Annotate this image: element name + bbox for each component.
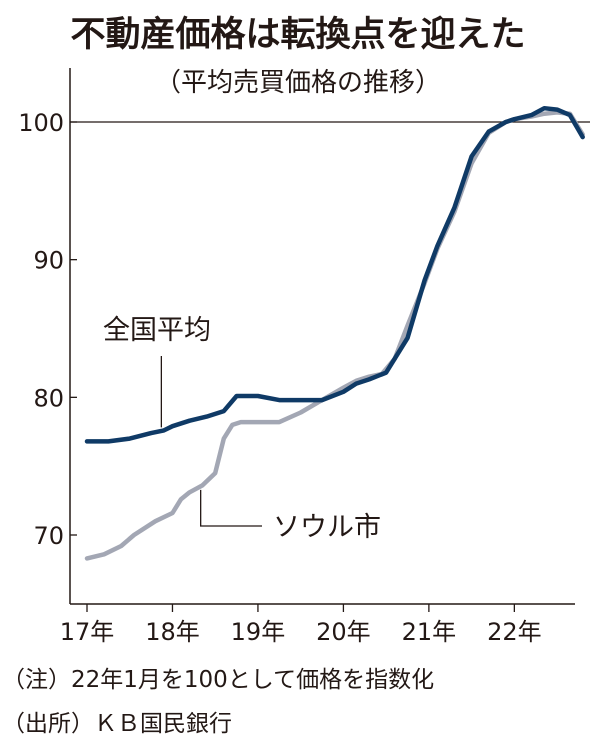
data-point-national [256, 395, 259, 398]
data-point-national [556, 108, 559, 111]
data-point-national [355, 382, 358, 385]
data-point-national [423, 279, 426, 282]
data-point-national [581, 136, 584, 139]
data-point-seoul [133, 534, 136, 537]
data-point-seoul [239, 421, 242, 424]
data-point-national [235, 395, 238, 398]
data-point-national [368, 378, 371, 381]
x-tick-label: 19年 [231, 618, 286, 646]
data-point-seoul [201, 484, 204, 487]
data-point-national [470, 155, 473, 158]
x-tick-label: 17年 [60, 618, 115, 646]
series-label-seoul: ソウル市 [273, 512, 381, 543]
data-point-national [406, 337, 409, 340]
x-tick-label: 21年 [402, 618, 457, 646]
y-tick-label: 80 [33, 384, 64, 412]
leader-line-seoul [200, 489, 262, 527]
data-point-national [342, 390, 345, 393]
data-point-seoul [214, 472, 217, 475]
data-point-seoul [231, 423, 234, 426]
data-point-national [107, 440, 110, 443]
footnote: （注）22年1月を100として価格を指数化 [2, 667, 435, 693]
data-point-seoul [299, 411, 302, 414]
axes: 70 80 90 100 17年 18年 19年 20年 21年 22年 [18, 68, 590, 646]
data-point-national [299, 399, 302, 402]
data-point-seoul [222, 437, 225, 440]
data-point-seoul [180, 498, 183, 501]
data-point-seoul [188, 491, 191, 494]
data-point-seoul [278, 421, 281, 424]
data-point-national [128, 437, 131, 440]
data-point-national [487, 130, 490, 133]
data-point-national [530, 114, 533, 117]
data-point-seoul [543, 112, 546, 115]
data-point-seoul [103, 553, 106, 556]
data-point-national [321, 399, 324, 402]
source-note: （出所）ＫＢ国民銀行 [2, 711, 232, 737]
series-label-national: 全国平均 [103, 315, 211, 346]
data-point-seoul [120, 545, 123, 548]
chart-title: 不動産価格は転換点を迎えた [70, 15, 526, 55]
data-point-seoul [256, 421, 259, 424]
data-point-national [171, 425, 174, 428]
data-point-national [150, 432, 153, 435]
series-line-national [84, 105, 585, 444]
data-point-national [278, 399, 281, 402]
data-point-national [188, 419, 191, 422]
y-tick-label: 90 [33, 247, 64, 275]
data-point-national [568, 114, 571, 117]
data-point-national [543, 107, 546, 110]
data-point-national [385, 371, 388, 374]
data-point-national [504, 121, 507, 124]
x-tick-label: 20年 [316, 618, 371, 646]
data-point-national [205, 415, 208, 418]
y-tick-label: 100 [18, 109, 64, 137]
data-point-national [513, 118, 516, 121]
x-tick-label: 22年 [487, 618, 542, 646]
data-point-national [86, 440, 89, 443]
chart-subtitle: （平均売買価格の推移） [154, 68, 441, 98]
y-tick-label: 70 [33, 522, 64, 550]
data-point-national [436, 244, 439, 247]
data-point-national [222, 410, 225, 413]
series-lines [84, 105, 585, 561]
data-point-seoul [154, 520, 157, 523]
data-point-seoul [171, 512, 174, 515]
x-tick-label: 18年 [145, 618, 200, 646]
data-point-national [162, 429, 165, 432]
data-point-seoul [86, 557, 89, 560]
data-point-national [453, 206, 456, 209]
